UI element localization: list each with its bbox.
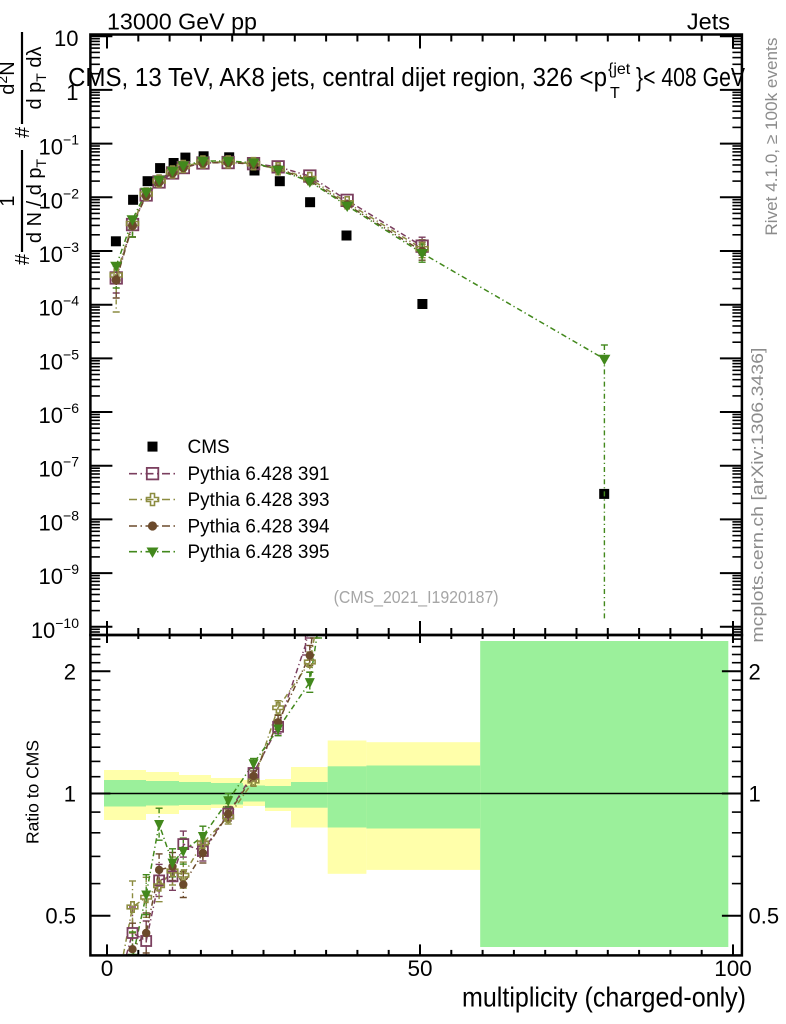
svg-text:Pythia 6.428 395: Pythia 6.428 395	[188, 542, 330, 563]
svg-text:10: 10	[39, 188, 63, 213]
svg-text:10: 10	[31, 618, 55, 643]
svg-text:Pythia 6.428 394: Pythia 6.428 394	[188, 517, 330, 538]
svg-text:10: 10	[39, 403, 63, 428]
svg-text:1: 1	[0, 195, 19, 206]
svg-text:−8: −8	[63, 507, 79, 523]
svg-text:100: 100	[714, 956, 752, 981]
svg-text:−5: −5	[63, 346, 79, 362]
svg-text:CMS, 13 TeV, AK8 jets, central: CMS, 13 TeV, AK8 jets, central dijet reg…	[68, 64, 607, 92]
svg-text:d2N: d2N	[0, 61, 19, 94]
svg-text:0.5: 0.5	[45, 904, 76, 929]
svg-text:#: #	[12, 253, 34, 265]
svg-text:0: 0	[101, 956, 114, 981]
svg-text:−1: −1	[63, 132, 79, 148]
svg-text:{jet: {jet	[608, 61, 631, 78]
svg-text:10: 10	[39, 135, 63, 160]
svg-text:Pythia 6.428 391: Pythia 6.428 391	[188, 464, 330, 485]
svg-text:−6: −6	[63, 400, 79, 416]
svg-text:Rivet 4.1.0, ≥ 100k events: Rivet 4.1.0, ≥ 100k events	[762, 38, 781, 236]
svg-text:10: 10	[39, 349, 63, 374]
svg-text:Ratio to CMS: Ratio to CMS	[23, 740, 43, 844]
svg-text:10: 10	[39, 296, 63, 321]
svg-text:10: 10	[54, 26, 78, 51]
svg-text:1: 1	[66, 80, 78, 105]
svg-text:50: 50	[407, 956, 432, 981]
svg-text:d N / d pT: d N / d pT	[24, 158, 49, 243]
svg-text:−9: −9	[63, 561, 79, 577]
svg-text:10: 10	[39, 510, 63, 535]
svg-text:10: 10	[39, 242, 63, 267]
svg-text:0.5: 0.5	[749, 904, 780, 929]
svg-text:mcplots.cern.ch [arXiv:1306.34: mcplots.cern.ch [arXiv:1306.3436]	[748, 348, 767, 643]
svg-text:13000 GeV pp: 13000 GeV pp	[107, 9, 257, 35]
svg-text:T: T	[610, 85, 620, 102]
svg-text:−10: −10	[55, 615, 79, 631]
svg-text:−7: −7	[63, 454, 79, 470]
svg-text:1: 1	[64, 782, 76, 807]
svg-text:−3: −3	[63, 239, 79, 255]
svg-text:}< 408 GeV: }< 408 GeV	[636, 64, 745, 92]
svg-text:−4: −4	[63, 293, 79, 309]
svg-text:(CMS_2021_I1920187): (CMS_2021_I1920187)	[334, 587, 499, 608]
svg-text:10: 10	[39, 457, 63, 482]
svg-text:2: 2	[64, 659, 76, 684]
svg-text:CMS: CMS	[188, 437, 230, 458]
svg-text:Jets: Jets	[687, 9, 730, 35]
svg-text:2: 2	[749, 659, 761, 684]
svg-text:Pythia 6.428 393: Pythia 6.428 393	[188, 490, 330, 511]
svg-text:multiplicity (charged-only): multiplicity (charged-only)	[462, 982, 746, 1013]
svg-text:−2: −2	[63, 185, 79, 201]
svg-text:10: 10	[39, 564, 63, 589]
svg-text:#: #	[12, 126, 34, 138]
svg-text:1: 1	[749, 782, 761, 807]
